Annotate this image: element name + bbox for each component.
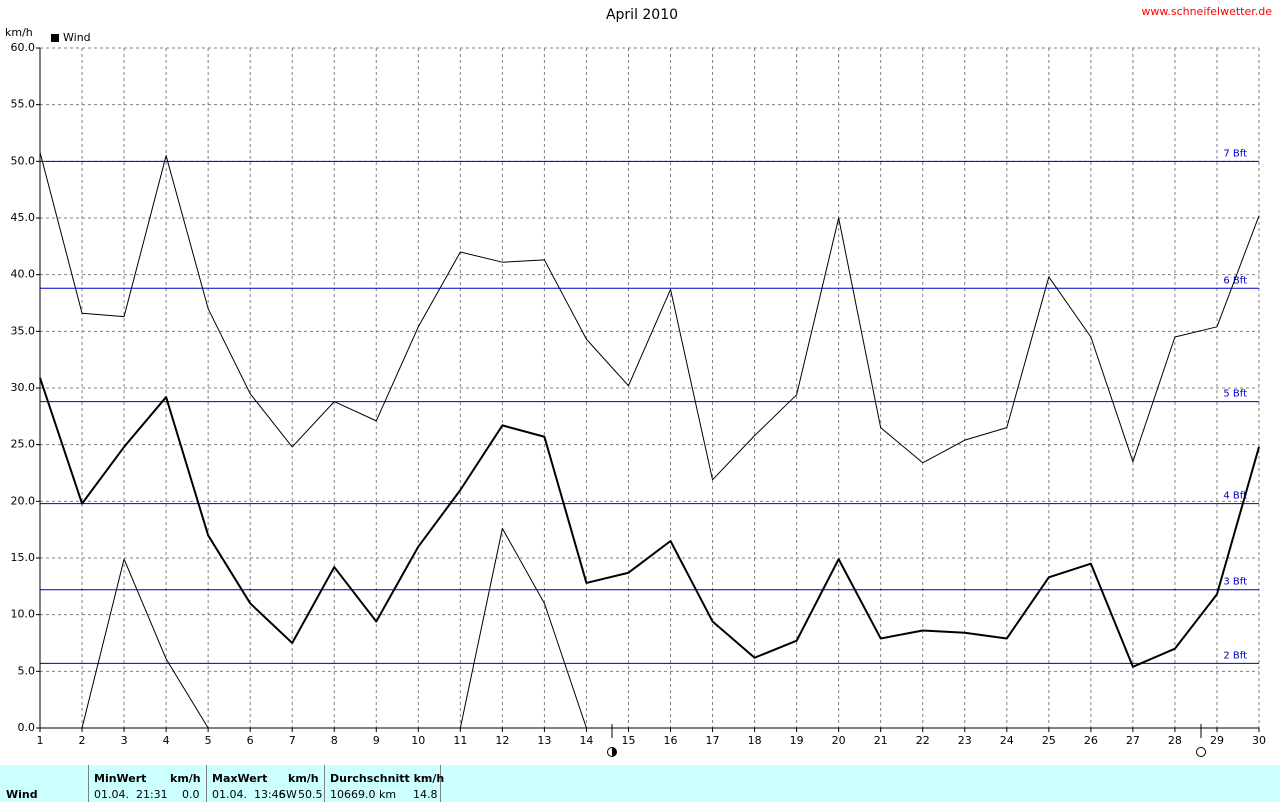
header: Durchschnitt km/h [330, 772, 445, 785]
x-tick-label: 25 [1042, 734, 1056, 747]
x-tick-label: 15 [621, 734, 635, 747]
x-tick-label: 26 [1084, 734, 1098, 747]
source: www.schneifelwetter.de [1141, 5, 1272, 18]
reference-label: 7 Bft [1223, 148, 1247, 159]
reference-label: 4 Bft [1223, 491, 1247, 502]
x-tick-label: 6 [247, 734, 254, 747]
y-tick-label: 5.0 [18, 664, 36, 677]
x-tick-label: 19 [790, 734, 804, 747]
x-tick-label: 27 [1126, 734, 1140, 747]
chart: April 2010 www.schneifelwetter.de km/h W… [5, 5, 1272, 757]
full-moon [607, 747, 617, 757]
header: MinWert [94, 772, 147, 785]
legend-label: Wind [63, 31, 91, 44]
y-tick-label: 35.0 [11, 324, 36, 337]
x-tick-label: 14 [579, 734, 593, 747]
x-tick-label: 12 [495, 734, 509, 747]
x-tick-label: 10 [411, 734, 425, 747]
row-label: Wind [6, 788, 38, 801]
y-unit: km/h [5, 26, 33, 39]
series-line [39, 377, 1260, 668]
y-tick-label: 20.0 [11, 494, 36, 507]
x-tick-label: 21 [874, 734, 888, 747]
reference-label: 3 Bft [1223, 577, 1247, 588]
x-tick-label: 24 [1000, 734, 1014, 747]
chart-title: April 2010 [606, 7, 678, 23]
x-tick-label: 11 [453, 734, 467, 747]
x-tick-label: 23 [958, 734, 972, 747]
value: 14.8 [413, 788, 438, 801]
value: 50.5 [298, 788, 323, 801]
separator [88, 765, 89, 802]
summary-table: Wind MinWert km/h 01.04. 21:31 0.0 MaxWe… [0, 765, 1280, 802]
separator [324, 765, 325, 802]
time: 01.04. 13:46 [212, 788, 286, 801]
legend-swatch [51, 34, 59, 42]
x-tick-label: 8 [331, 734, 338, 747]
distance: 10669.0 km [330, 788, 397, 801]
x-tick-label: 1 [37, 734, 44, 747]
y-tick-label: 60.0 [11, 41, 36, 54]
x-tick-label: 30 [1252, 734, 1266, 747]
x-tick-label: 3 [121, 734, 128, 747]
separator [206, 765, 207, 802]
x-tick-label: 7 [289, 734, 296, 747]
y-tick-label: 0.0 [18, 721, 36, 734]
x-tick-label: 17 [706, 734, 720, 747]
x-tick-label: 22 [916, 734, 930, 747]
y-tick-label: 30.0 [11, 381, 36, 394]
x-tick-label: 9 [373, 734, 380, 747]
separator [440, 765, 441, 802]
unit: km/h [288, 772, 319, 785]
y-tick-label: 45.0 [11, 211, 36, 224]
y-tick-label: 40.0 [11, 268, 36, 281]
y-tick-label: 25.0 [11, 438, 36, 451]
series-line [39, 152, 1260, 481]
x-tick-label: 28 [1168, 734, 1182, 747]
value: 0.0 [182, 788, 200, 801]
x-tick-label: 2 [79, 734, 86, 747]
y-tick-label: 15.0 [11, 551, 36, 564]
y-tick-label: 50.0 [11, 154, 36, 167]
unit: km/h [170, 772, 201, 785]
x-tick-label: 29 [1210, 734, 1224, 747]
x-tick-label: 13 [537, 734, 551, 747]
new-moon [1196, 747, 1206, 757]
y-tick-label: 10.0 [11, 608, 36, 621]
x-tick-label: 4 [163, 734, 170, 747]
x-tick-label: 16 [664, 734, 678, 747]
reference-label: 2 Bft [1223, 650, 1247, 661]
header: MaxWert [212, 772, 268, 785]
x-tick-label: 20 [832, 734, 846, 747]
time: 01.04. 21:31 [94, 788, 168, 801]
reference-label: 6 Bft [1223, 275, 1247, 286]
direction: SW [279, 788, 297, 801]
y-tick-label: 55.0 [11, 98, 36, 111]
series-line [81, 528, 587, 729]
reference-label: 5 Bft [1223, 389, 1247, 400]
x-tick-label: 18 [748, 734, 762, 747]
x-tick-label: 5 [205, 734, 212, 747]
